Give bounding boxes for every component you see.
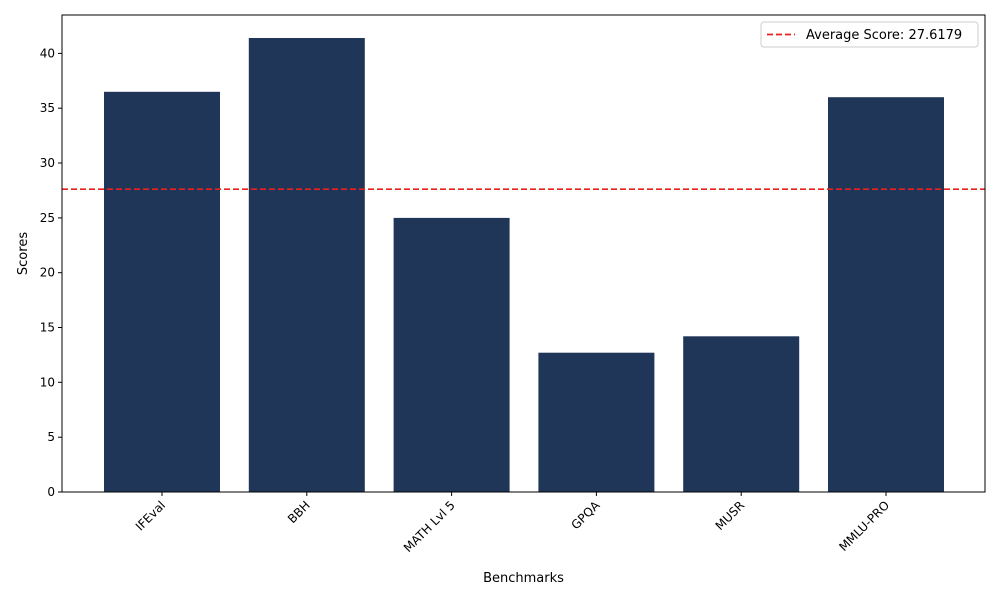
bar-mmlu-pro: [828, 97, 944, 492]
legend-box: [760, 21, 979, 48]
x-axis: IFEval BBH MATH Lvl 5 GPQA MUSR MMLU-PRO: [133, 492, 892, 555]
x-tick-label: MUSR: [713, 498, 748, 533]
y-tick-label: 5: [47, 430, 55, 444]
bar-bbh: [248, 38, 365, 492]
y-tick-label: 20: [40, 266, 55, 280]
y-axis-title: Scores: [16, 232, 31, 275]
y-tick-label: 25: [40, 211, 55, 225]
bar-gpqa: [538, 352, 655, 492]
plot-frame: [61, 14, 986, 493]
x-tick-label: MATH Lvl 5: [401, 498, 458, 555]
y-tick-label: 15: [40, 321, 55, 335]
bar-ifeval: [104, 91, 220, 493]
legend: Average Score: 27.6179: [760, 21, 979, 48]
y-tick-label: 40: [40, 46, 55, 60]
x-tick-label: MMLU-PRO: [836, 498, 892, 554]
x-tick-label: IFEval: [133, 498, 168, 533]
y-tick-label: 30: [40, 156, 55, 170]
y-tick-label: 35: [40, 101, 55, 115]
legend-label: Average Score: 27.6179: [806, 28, 962, 43]
bar-musr: [683, 336, 800, 492]
x-axis-title: Benchmarks: [483, 571, 564, 586]
y-axis: 0 5 10 15 20 25 30 35 40: [40, 46, 62, 499]
x-tick-label: GPQA: [568, 498, 603, 533]
x-tick-label: BBH: [285, 498, 313, 526]
y-tick-label: 10: [40, 375, 55, 389]
bar-math-lvl-5: [393, 217, 510, 492]
y-tick-label: 0: [47, 485, 55, 499]
bars-group: [104, 38, 944, 493]
